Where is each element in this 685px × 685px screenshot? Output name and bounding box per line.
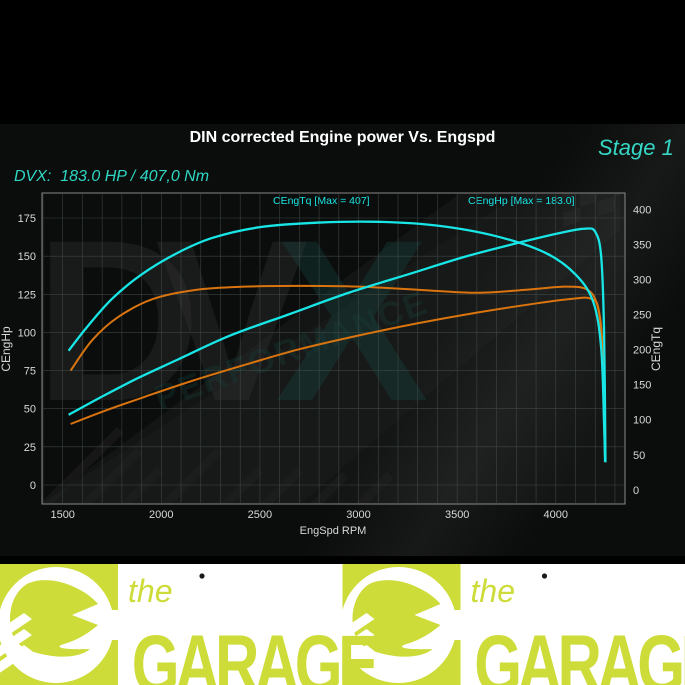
svg-text:CEngHp [Max = 183.0]: CEngHp [Max = 183.0] xyxy=(468,195,575,207)
svg-text:0: 0 xyxy=(633,485,639,497)
svg-text:1500: 1500 xyxy=(50,509,74,521)
svg-text:CEngTq [Max = 407]: CEngTq [Max = 407] xyxy=(273,195,370,207)
svg-text:3500: 3500 xyxy=(445,509,469,521)
svg-text:150: 150 xyxy=(633,380,651,392)
svg-text:EngSpd RPM: EngSpd RPM xyxy=(300,525,367,537)
svg-text:CEngHp: CEngHp xyxy=(0,326,13,372)
svg-text:2000: 2000 xyxy=(149,509,173,521)
svg-text:400: 400 xyxy=(633,204,651,216)
svg-text:100: 100 xyxy=(633,415,651,427)
svg-text:3000: 3000 xyxy=(346,509,370,521)
svg-text:50: 50 xyxy=(24,404,36,416)
svg-text:150: 150 xyxy=(18,251,36,263)
svg-text:125: 125 xyxy=(18,289,36,301)
svg-text:100: 100 xyxy=(18,327,36,339)
svg-text:175: 175 xyxy=(18,213,36,225)
svg-text:50: 50 xyxy=(633,450,645,462)
svg-text:4000: 4000 xyxy=(544,509,568,521)
svg-text:25: 25 xyxy=(24,442,36,454)
svg-text:350: 350 xyxy=(633,239,651,251)
svg-text:200: 200 xyxy=(633,345,651,357)
svg-text:75: 75 xyxy=(24,366,36,378)
svg-text:300: 300 xyxy=(633,274,651,286)
svg-text:0: 0 xyxy=(30,480,36,492)
svg-text:2500: 2500 xyxy=(248,509,272,521)
svg-text:250: 250 xyxy=(633,310,651,322)
